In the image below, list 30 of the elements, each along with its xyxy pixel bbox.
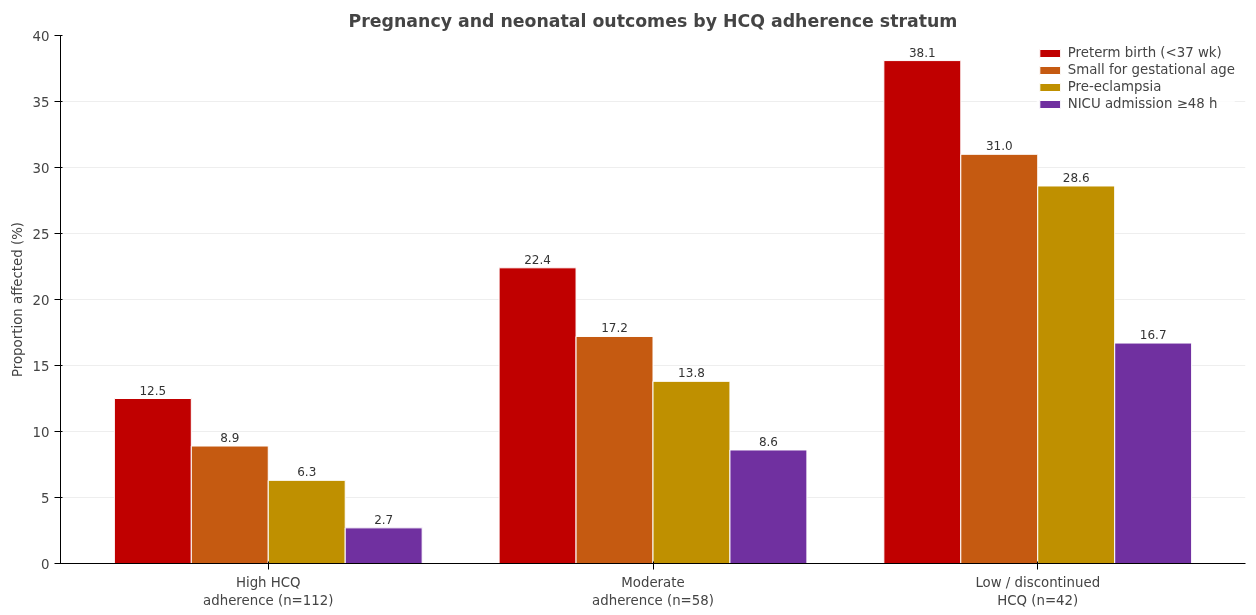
- y-tick-label: 5: [41, 490, 50, 506]
- legend-label: Preterm birth (<37 wk): [1067, 45, 1222, 60]
- y-tick-label: 15: [32, 358, 50, 374]
- data-label: 12.5: [139, 383, 167, 398]
- data-label: 8.6: [758, 434, 778, 449]
- y-tick-label: 20: [32, 292, 50, 308]
- y-tick-label: 0: [41, 556, 50, 572]
- data-label: 38.1: [908, 45, 936, 60]
- x-tick-label: Low / discontinued HCQ (n=42): [975, 574, 1101, 608]
- data-label: 31.0: [985, 139, 1013, 154]
- y-axis-title: Proportion affected (%): [9, 221, 25, 378]
- data-label: 22.4: [524, 252, 551, 267]
- y-tick-label: 35: [32, 94, 50, 110]
- data-label: 13.8: [678, 366, 705, 381]
- data-label: 17.2: [601, 321, 628, 336]
- data-label: 2.7: [374, 512, 394, 527]
- y-tick-label: 25: [32, 226, 50, 242]
- data-label: 6.3: [297, 465, 317, 480]
- legend-label: NICU admission ≥48 h: [1067, 96, 1218, 111]
- legend-label: Pre-eclampsia: [1067, 79, 1162, 94]
- data-label: 16.7: [1139, 328, 1167, 343]
- data-label: 28.6: [1062, 170, 1090, 185]
- x-tick-label: Moderate adherence (n=58): [592, 574, 714, 608]
- y-tick-label: 10: [32, 424, 50, 440]
- chart-title: Pregnancy and neonatal outcomes by HCQ adherence stratum: [348, 10, 958, 31]
- x-tick-label: High HCQ adherence (n=112): [203, 574, 334, 608]
- y-tick-label: 40: [32, 28, 50, 44]
- data-label: 8.9: [220, 431, 240, 446]
- legend-label: Small for gestational age: [1067, 62, 1235, 77]
- y-tick-label: 30: [32, 160, 50, 176]
